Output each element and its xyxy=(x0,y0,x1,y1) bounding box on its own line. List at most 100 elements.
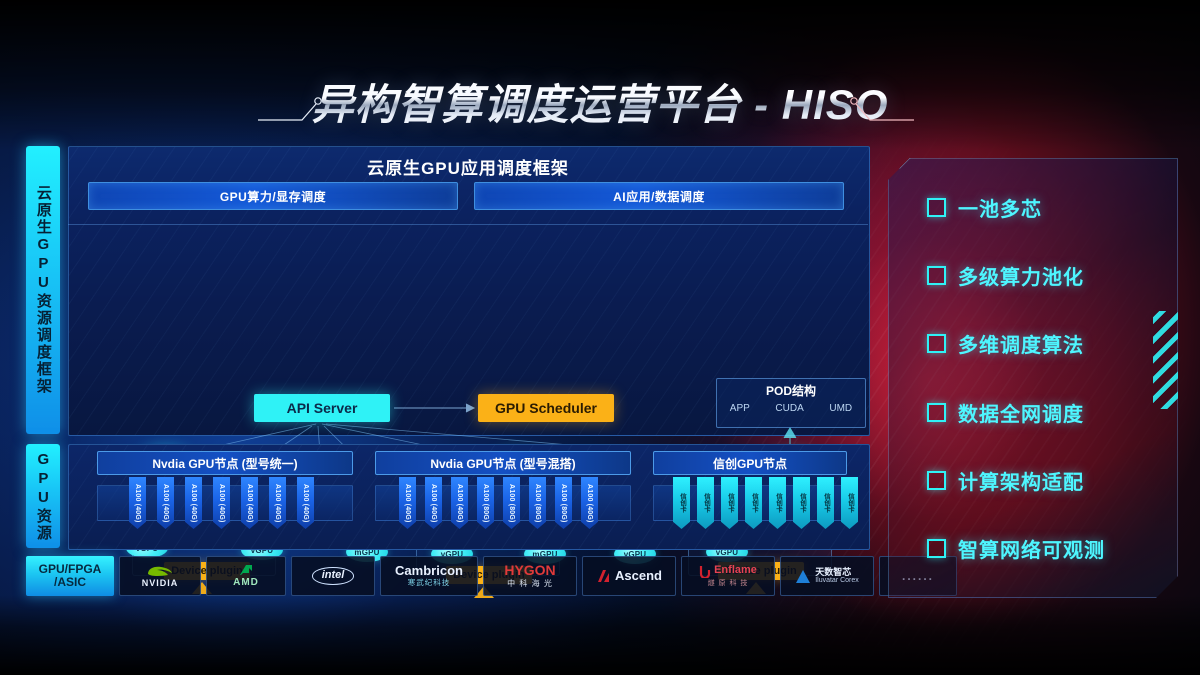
feature-item-6[interactable]: 智算网络可观测 xyxy=(927,534,1169,563)
gpu-card-g3-0[interactable]: 信创卡 xyxy=(673,477,690,529)
gpu-card-g2-5-label: A100 (80G) xyxy=(534,483,541,523)
checkbox-icon xyxy=(927,198,946,217)
background-bottom-vignette xyxy=(0,595,1200,675)
architecture-diagram: 云原生GPU资源调度框架 GPU资源 云原生GPU应用调度框架 GPU算力/显存… xyxy=(26,146,870,598)
gpu-card-g3-3-label: 信创卡 xyxy=(750,493,758,513)
sidebar-label-gpu-resources-text: GPU资源 xyxy=(34,450,52,542)
gpu-card-g3-6[interactable]: 信创卡 xyxy=(817,477,834,529)
gpu-card-g2-6-label: A100 (80G) xyxy=(560,483,567,523)
checkbox-icon xyxy=(927,334,946,353)
gpu-ellipse-n3-1-label: vGPU xyxy=(715,547,739,557)
gpu-card-g1-1[interactable]: A100 (40G) xyxy=(157,477,174,529)
gpu-card-g2-4[interactable]: A100 (80G) xyxy=(503,477,520,529)
vendor-hygon-name: HYGON xyxy=(504,562,556,579)
iluvatar-icon xyxy=(796,569,811,583)
gpu-card-g2-1[interactable]: A100 (40G) xyxy=(425,477,442,529)
vendor-cambricon[interactable]: Cambricon 寒武纪科技 xyxy=(380,556,478,596)
gpu-group-3-title: 信创GPU节点 xyxy=(712,456,787,471)
gpu-card-g3-0-label: 信创卡 xyxy=(678,493,686,513)
vendor-amd-name: AMD xyxy=(233,577,259,589)
vendor-intel[interactable]: intel xyxy=(291,556,375,596)
gpu-scheduler-node[interactable]: GPU Scheduler xyxy=(478,394,614,422)
title-decoration-right xyxy=(850,96,914,124)
gpu-card-g1-2-label: A100 (40G) xyxy=(190,483,197,523)
gpu-card-g2-7[interactable]: A100 (40G) xyxy=(581,477,598,529)
feature-item-2[interactable]: 多级算力池化 xyxy=(927,261,1169,290)
feature-item-5-label: 计算架构适配 xyxy=(958,471,1084,494)
gpu-ellipse-f-3-label: vGPU xyxy=(623,549,647,559)
gpu-card-g1-2[interactable]: A100 (40G) xyxy=(185,477,202,529)
api-server-node[interactable]: API Server xyxy=(254,394,390,422)
gpu-card-g2-0[interactable]: A100 (40G) xyxy=(399,477,416,529)
gpu-card-g3-2[interactable]: 信创卡 xyxy=(721,477,738,529)
gpu-group-3-title-bar[interactable]: 信创GPU节点 xyxy=(653,451,847,475)
framework-bar-ai-label: AI应用/数据调度 xyxy=(613,189,705,204)
sidebar-label-gpu-resources: GPU资源 xyxy=(26,444,60,548)
vendor-nvidia-name: NVIDIA xyxy=(141,577,179,588)
ascend-icon xyxy=(598,569,610,582)
gpu-card-g1-5[interactable]: A100 (40G) xyxy=(269,477,286,529)
gpu-card-g3-4-label: 信创卡 xyxy=(774,493,782,513)
gpu-card-g3-4[interactable]: 信创卡 xyxy=(769,477,786,529)
feature-item-5[interactable]: 计算架构适配 xyxy=(927,466,1169,495)
pod-structure-item-cuda: CUDA xyxy=(775,403,804,414)
framework-divider xyxy=(68,224,868,225)
gpu-ellipse-f-1-label: mGPU xyxy=(354,547,380,557)
gpu-card-g3-7-label: 信创卡 xyxy=(846,493,854,513)
vendor-row-label: GPU/FPGA /ASIC xyxy=(26,556,114,596)
feature-item-2-label: 多级算力池化 xyxy=(958,266,1084,289)
gpu-card-g2-3-label: A100 (80G) xyxy=(482,483,489,523)
feature-item-4[interactable]: 数据全网调度 xyxy=(927,398,1169,427)
feature-item-1[interactable]: 一池多芯 xyxy=(927,193,1169,222)
gpu-ellipse-n2-3-label: mGPU xyxy=(532,549,558,559)
vendor-iluvatar[interactable]: 天数智芯 Iluvatar Corex xyxy=(780,556,874,596)
gpu-card-g2-3[interactable]: A100 (80G) xyxy=(477,477,494,529)
vendor-enflame[interactable]: Enflame 燧 原 科 技 xyxy=(681,556,775,596)
vendor-logo-row: GPU/FPGA /ASIC NVIDIA AMD intel xyxy=(26,556,957,596)
framework-bar-ai[interactable]: AI应用/数据调度 xyxy=(474,182,844,210)
checkbox-icon xyxy=(927,266,946,285)
gpu-group-1-title-bar[interactable]: Nvdia GPU节点 (型号统一) xyxy=(97,451,353,475)
checkbox-icon xyxy=(927,471,946,490)
vendor-nvidia[interactable]: NVIDIA xyxy=(119,556,201,596)
framework-heading: 云原生GPU应用调度框架 xyxy=(367,159,569,178)
nvidia-icon xyxy=(147,566,172,576)
gpu-card-g1-6[interactable]: A100 (40G) xyxy=(297,477,314,529)
vendor-hygon[interactable]: HYGON 中 科 海 光 xyxy=(483,556,577,596)
gpu-card-g1-1-label: A100 (40G) xyxy=(162,483,169,523)
gpu-card-g2-7-label: A100 (40G) xyxy=(586,483,593,523)
gpu-card-g2-1-label: A100 (40G) xyxy=(430,483,437,523)
gpu-card-g3-3[interactable]: 信创卡 xyxy=(745,477,762,529)
feature-item-6-label: 智算网络可观测 xyxy=(958,540,1105,563)
gpu-card-g3-5[interactable]: 信创卡 xyxy=(793,477,810,529)
gpu-card-g1-0[interactable]: A100 (40G) xyxy=(129,477,146,529)
vendor-row-label-line1: GPU/FPGA xyxy=(38,562,102,577)
gpu-group-2-title: Nvdia GPU节点 (型号混搭) xyxy=(430,456,576,471)
amd-icon xyxy=(240,565,252,576)
gpu-card-g1-3[interactable]: A100 (40G) xyxy=(213,477,230,529)
checkbox-icon xyxy=(927,539,946,558)
gpu-group-1-title: Nvdia GPU节点 (型号统一) xyxy=(152,456,298,471)
gpu-card-g3-1[interactable]: 信创卡 xyxy=(697,477,714,529)
api-server-label: API Server xyxy=(286,400,358,416)
gpu-card-g2-2[interactable]: A100 (40G) xyxy=(451,477,468,529)
vendor-enflame-name: Enflame xyxy=(714,564,757,577)
vendor-iluvatar-sub: Iluvatar Corex xyxy=(815,577,859,585)
gpu-ellipse-n1-2-label: vGPU xyxy=(250,545,274,555)
vendor-amd[interactable]: AMD xyxy=(206,556,286,596)
gpu-card-g1-4-label: A100 (40G) xyxy=(246,483,253,523)
background-top-vignette xyxy=(0,0,1200,150)
vendor-ascend[interactable]: Ascend xyxy=(582,556,676,596)
gpu-scheduler-label: GPU Scheduler xyxy=(495,400,597,416)
gpu-card-g2-5[interactable]: A100 (80G) xyxy=(529,477,546,529)
pod-structure-item-app: APP xyxy=(729,403,750,414)
gpu-card-g3-7[interactable]: 信创卡 xyxy=(841,477,858,529)
vendor-row-label-line2: /ASIC xyxy=(53,575,86,589)
framework-bar-compute[interactable]: GPU算力/显存调度 xyxy=(88,182,458,210)
vendor-iluvatar-name: 天数智芯 xyxy=(815,566,852,577)
gpu-group-2-title-bar[interactable]: Nvdia GPU节点 (型号混搭) xyxy=(375,451,631,475)
gpu-card-g1-4[interactable]: A100 (40G) xyxy=(241,477,258,529)
gpu-card-g2-6[interactable]: A100 (80G) xyxy=(555,477,572,529)
feature-item-3[interactable]: 多维调度算法 xyxy=(927,329,1169,358)
framework-bar-compute-label: GPU算力/显存调度 xyxy=(219,189,327,204)
